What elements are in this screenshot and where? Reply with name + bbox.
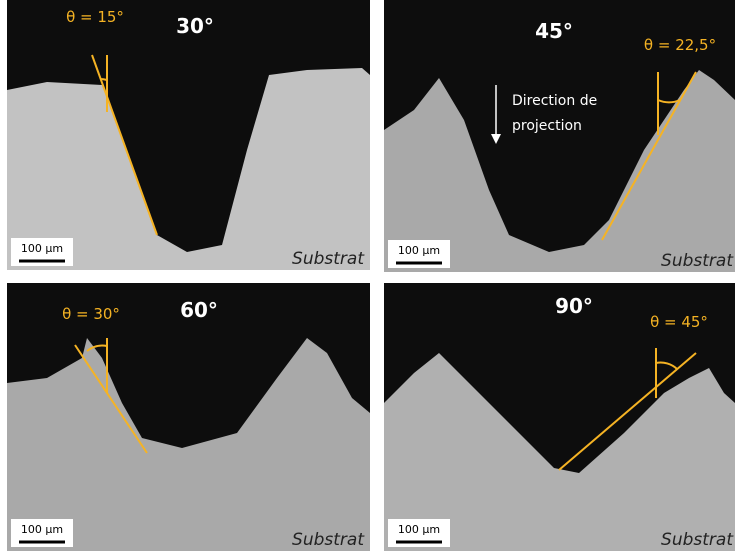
substrate-label: Substrat <box>292 530 365 550</box>
panel-title: 45° <box>535 19 573 43</box>
scale-label: 100 µm <box>21 523 63 536</box>
panel: 30° θ = 15° 100 µm Substrat <box>7 0 370 270</box>
annotation: projection <box>512 118 582 134</box>
panel-title: 90° <box>555 294 593 318</box>
panel-title: 60° <box>180 298 218 322</box>
angle-label: θ = 15° <box>66 8 124 26</box>
panel: Direction de projection 45° θ = 22,5° 10… <box>384 0 735 272</box>
panel: 90° θ = 45° 100 µm Substrat <box>384 283 735 551</box>
figure: 30° θ = 15° 100 µm Substrat Direction de… <box>0 0 737 551</box>
angle-label: θ = 22,5° <box>644 36 716 54</box>
annotation: Direction de <box>512 93 597 109</box>
scale-label: 100 µm <box>398 523 440 536</box>
substrate-label: Substrat <box>661 251 734 271</box>
scale-label: 100 µm <box>398 244 440 257</box>
angle-label: θ = 45° <box>650 313 708 331</box>
substrate-label: Substrat <box>292 249 365 269</box>
panel: 60° θ = 30° 100 µm Substrat <box>7 283 370 551</box>
scale-label: 100 µm <box>21 242 63 255</box>
angle-label: θ = 30° <box>62 305 120 323</box>
angle-arc <box>100 79 107 80</box>
substrate-label: Substrat <box>661 530 734 550</box>
panel-title: 30° <box>176 14 214 38</box>
